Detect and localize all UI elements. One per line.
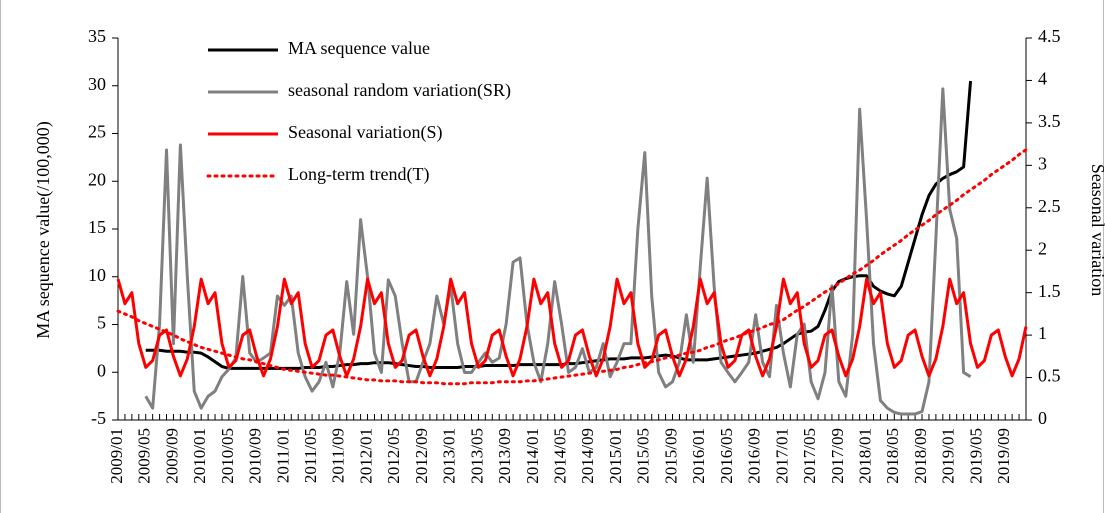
- x-tick-label: 2019/05: [966, 428, 985, 484]
- y-tick-label: 35: [88, 26, 106, 46]
- y-tick-label: 0: [97, 360, 106, 380]
- x-tick-label: 2012/09: [412, 428, 431, 484]
- x-tick-label: 2011/01: [273, 428, 292, 483]
- x-tick-label: 2016/09: [745, 428, 764, 484]
- x-tick-label: 2014/05: [551, 428, 570, 484]
- y2-tick-label: 3.5: [1038, 111, 1061, 131]
- y2-tick-label: 2: [1038, 238, 1047, 258]
- x-tick-label: 2016/05: [717, 428, 736, 484]
- x-tick-label: 2011/09: [329, 428, 348, 483]
- legend-label: Seasonal variation(S): [288, 122, 442, 143]
- y2-tick-label: 1: [1038, 323, 1047, 343]
- x-tick-label: 2014/09: [578, 428, 597, 484]
- x-tick-label: 2010/09: [246, 428, 265, 484]
- x-tick-label: 2018/01: [855, 428, 874, 484]
- series-line: [145, 80, 973, 370]
- y-tick-label: 5: [97, 313, 106, 333]
- y2-tick-label: 0.5: [1038, 366, 1061, 386]
- x-tick-label: 2014/01: [523, 428, 542, 484]
- x-tick-label: 2019/01: [939, 428, 958, 484]
- x-tick-label: 2016/01: [689, 428, 708, 484]
- x-tick-label: 2017/01: [772, 428, 791, 484]
- y-tick-label: 25: [88, 122, 106, 142]
- y2-tick-label: 0: [1038, 408, 1047, 428]
- x-tick-label: 2015/09: [661, 428, 680, 484]
- legend-label: MA sequence value: [288, 38, 430, 58]
- x-tick-label: 2009/05: [135, 428, 154, 484]
- y2-tick-label: 4: [1038, 69, 1047, 89]
- y2-tick-label: 3: [1038, 153, 1047, 173]
- y-axis-title: MA sequence value(/100,000): [33, 121, 54, 338]
- legend-label: Long-term trend(T): [288, 164, 429, 185]
- x-tick-label: 2013/01: [440, 428, 459, 484]
- y-tick-label: 10: [88, 265, 106, 285]
- x-tick-label: 2013/05: [467, 428, 486, 484]
- y2-tick-label: 1.5: [1038, 281, 1061, 301]
- x-tick-label: 2018/09: [911, 428, 930, 484]
- x-tick-label: 2015/01: [606, 428, 625, 484]
- x-tick-label: 2012/01: [356, 428, 375, 484]
- x-tick-label: 2012/05: [384, 428, 403, 484]
- x-tick-label: 2019/09: [994, 428, 1013, 484]
- y2-tick-label: 2.5: [1038, 196, 1061, 216]
- y-tick-label: 15: [88, 217, 106, 237]
- legend-label: seasonal random variation(SR): [288, 80, 511, 101]
- x-tick-label: 2009/01: [107, 428, 126, 484]
- series-line: [144, 87, 972, 416]
- y-tick-label: 30: [88, 74, 106, 94]
- x-tick-label: 2017/09: [828, 428, 847, 484]
- x-tick-label: 2017/05: [800, 428, 819, 484]
- x-tick-label: 2013/09: [495, 428, 514, 484]
- x-tick-label: 2018/05: [883, 428, 902, 484]
- x-tick-label: 2015/05: [634, 428, 653, 484]
- x-tick-label: 2011/05: [301, 428, 320, 483]
- y-tick-label: 20: [88, 169, 106, 189]
- y-tick-label: -5: [91, 408, 106, 428]
- series-line: [116, 148, 1028, 386]
- x-tick-label: 2010/05: [218, 428, 237, 484]
- y2-tick-label: 4.5: [1038, 26, 1061, 46]
- series-line: [116, 277, 1028, 378]
- x-tick-label: 2009/09: [162, 428, 181, 484]
- y2-axis-title: Seasonal variation: [1088, 164, 1105, 296]
- x-tick-label: 2010/01: [190, 428, 209, 484]
